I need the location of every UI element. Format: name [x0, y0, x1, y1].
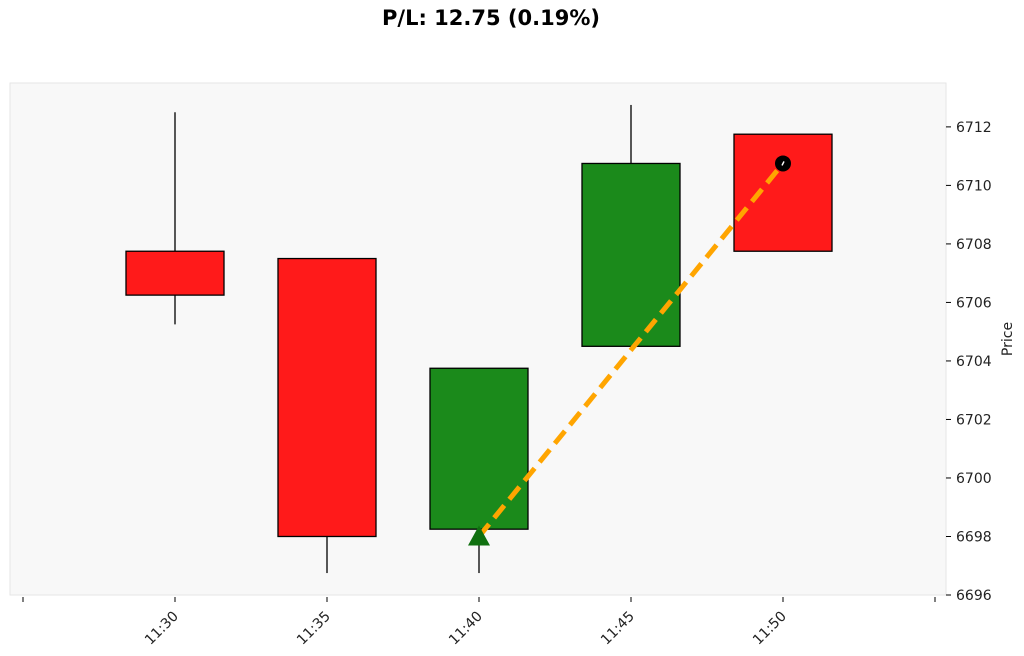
chart-title: P/L: 12.75 (0.19%) [382, 6, 600, 30]
candle [277, 257, 377, 574]
candle [581, 104, 681, 347]
x-axis: 11:30 11:35 11:40 11:45 11:50 [22, 597, 936, 649]
x-tick-label: 11:40 [446, 609, 486, 649]
x-tick-label: 11:50 [750, 609, 790, 649]
y-tick-label: 6698 [956, 529, 992, 545]
candles [125, 104, 833, 574]
candle [429, 367, 529, 574]
candle-body [125, 250, 225, 296]
y-tick-label: 6708 [956, 237, 992, 253]
candle-body [429, 367, 529, 530]
trade-overlay [468, 155, 791, 546]
y-tick-label: 6712 [956, 120, 992, 136]
y-tick-label: 6710 [956, 178, 992, 194]
x-tick-label: 11:30 [142, 609, 182, 649]
exit-marker-glint [781, 161, 785, 166]
y-tick-label: 6704 [956, 354, 992, 370]
y-axis: 6696 6698 6700 6702 6704 6706 6708 6710 6712 [946, 120, 992, 604]
candle-body [277, 257, 377, 538]
y-tick-label: 6706 [956, 295, 992, 311]
candle [733, 133, 833, 252]
y-axis-label: Price [1000, 322, 1016, 356]
y-tick-label: 6702 [956, 412, 992, 428]
x-tick-label: 11:45 [598, 609, 638, 649]
y-tick-label: 6696 [956, 588, 992, 604]
entry-marker [468, 525, 490, 546]
candle-body [581, 162, 681, 347]
trade-line [477, 161, 785, 539]
candle-body [733, 133, 833, 252]
y-tick-label: 6700 [956, 471, 992, 487]
x-tick-label: 11:35 [294, 609, 334, 649]
candle [125, 112, 225, 325]
